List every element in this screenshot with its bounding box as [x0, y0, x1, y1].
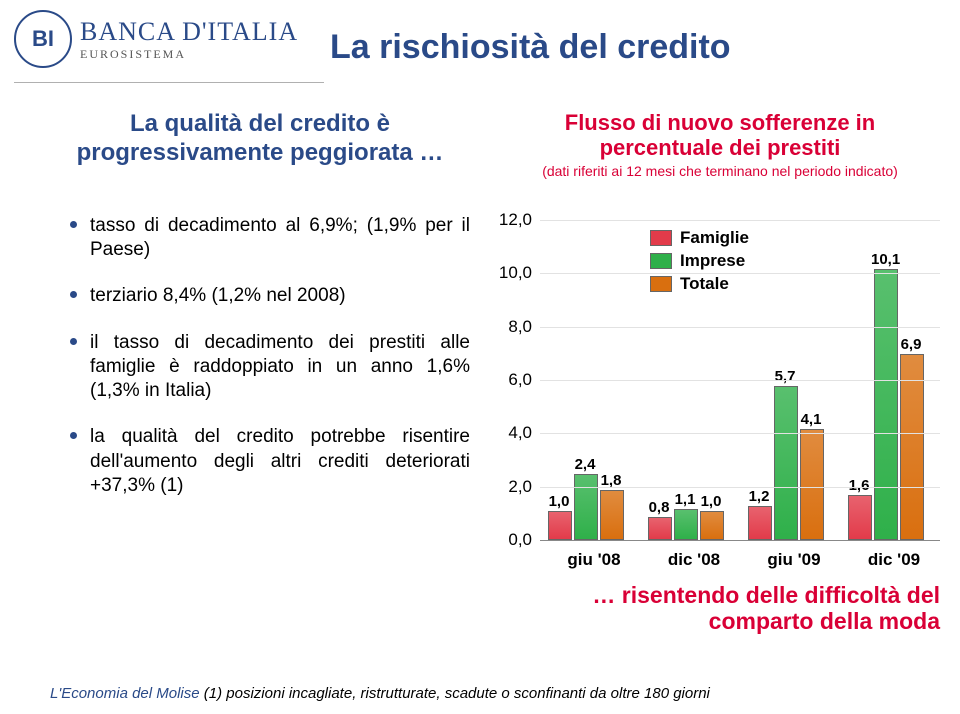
bar	[548, 511, 572, 540]
bar-value-label: 1,0	[545, 493, 573, 510]
logo-monogram: BI	[32, 26, 54, 52]
baseline	[540, 540, 940, 541]
bar	[874, 269, 898, 540]
legend-label: Famiglie	[680, 228, 749, 248]
bar	[800, 429, 824, 540]
bar	[748, 506, 772, 540]
legend-item: Totale	[650, 274, 749, 294]
left-block: La qualità del credito è progressivament…	[50, 110, 470, 516]
bar	[674, 509, 698, 540]
bar-value-label: 2,4	[571, 456, 599, 473]
bar-value-label: 1,2	[745, 488, 773, 505]
bar-value-label: 0,8	[645, 499, 673, 516]
bar	[600, 490, 624, 540]
logo-emblem: BI	[14, 10, 72, 68]
logo-title: BANCA D'ITALIA	[80, 17, 298, 47]
y-tick-label: 0,0	[480, 530, 532, 550]
legend-swatch	[650, 276, 672, 292]
footer: L'Economia del Molise (1) posizioni inca…	[50, 685, 710, 702]
gridline	[540, 380, 940, 381]
gridline	[540, 220, 940, 221]
bar	[900, 354, 924, 540]
slide-title: La rischiosità del credito	[330, 28, 731, 67]
legend-item: Imprese	[650, 251, 749, 271]
bar-value-label: 4,1	[797, 411, 825, 428]
chart-legend: Famiglie Imprese Totale	[650, 228, 749, 297]
legend-label: Totale	[680, 274, 729, 294]
bullet: tasso di decadimento al 6,9%; (1,9% per …	[90, 210, 470, 263]
gridline	[540, 487, 940, 488]
logo-subtitle: EUROSISTEMA	[80, 47, 298, 62]
bar-value-label: 1,1	[671, 491, 699, 508]
gridline	[540, 327, 940, 328]
bar	[700, 511, 724, 540]
x-tick-label: giu '09	[748, 550, 840, 570]
bar-chart: 1,02,41,80,81,11,01,25,74,11,610,16,9 Fa…	[480, 210, 940, 570]
bullet: la qualità del credito potrebbe risentir…	[90, 421, 470, 498]
bullet: il tasso di decadimento dei prestiti all…	[90, 327, 470, 404]
bar	[848, 495, 872, 540]
right-block: Flusso di nuovo sofferenze in percentual…	[500, 110, 940, 179]
bar	[774, 386, 798, 540]
gridline	[540, 433, 940, 434]
closing-text: … risentendo delle difficoltà del compar…	[500, 582, 940, 635]
legend-swatch	[650, 253, 672, 269]
y-tick-label: 2,0	[480, 477, 532, 497]
y-tick-label: 4,0	[480, 423, 532, 443]
y-tick-label: 10,0	[480, 263, 532, 283]
bar-value-label: 5,7	[771, 368, 799, 385]
logo-text: BANCA D'ITALIA EUROSISTEMA	[80, 17, 298, 62]
gridline	[540, 273, 940, 274]
legend-label: Imprese	[680, 251, 745, 271]
bar-value-label: 1,0	[697, 493, 725, 510]
footer-note: (1) posizioni incagliate, ristrutturate,…	[204, 685, 710, 702]
left-heading: La qualità del credito è progressivament…	[50, 110, 470, 168]
legend-item: Famiglie	[650, 228, 749, 248]
bullet-list: tasso di decadimento al 6,9%; (1,9% per …	[50, 210, 470, 499]
x-tick-label: giu '08	[548, 550, 640, 570]
x-tick-label: dic '09	[848, 550, 940, 570]
legend-swatch	[650, 230, 672, 246]
bullet: terziario 8,4% (1,2% nel 2008)	[90, 280, 470, 308]
right-heading: Flusso di nuovo sofferenze in percentual…	[500, 110, 940, 161]
logo-rule	[14, 82, 324, 83]
y-tick-label: 12,0	[480, 210, 532, 230]
bar	[574, 474, 598, 540]
y-tick-label: 6,0	[480, 370, 532, 390]
right-subheading: (dati riferiti ai 12 mesi che terminano …	[500, 163, 940, 179]
bar-value-label: 6,9	[897, 336, 925, 353]
footer-left: L'Economia del Molise	[50, 685, 200, 702]
x-tick-label: dic '08	[648, 550, 740, 570]
bar	[648, 517, 672, 540]
bar-value-label: 10,1	[871, 251, 899, 268]
logo-block: BI BANCA D'ITALIA EUROSISTEMA	[14, 10, 298, 68]
y-tick-label: 8,0	[480, 317, 532, 337]
